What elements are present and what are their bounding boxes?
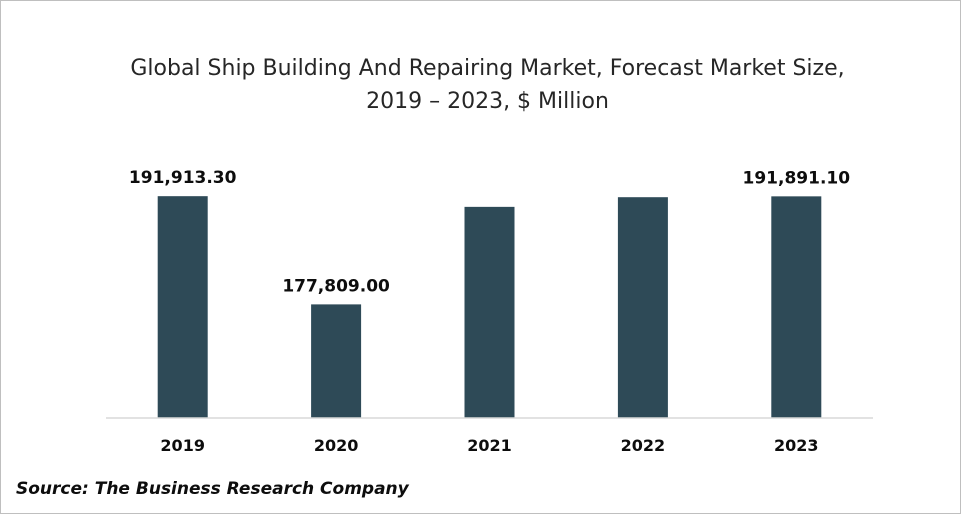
bar-2020 (311, 304, 362, 418)
data-label: 191,913.30 (129, 168, 237, 188)
data-label: 191,891.10 (743, 168, 851, 188)
x-tick-label: 2019 (160, 436, 205, 455)
bar-2019 (157, 196, 208, 418)
bar-2022 (617, 197, 668, 418)
x-tick-label: 2020 (314, 436, 359, 455)
chart-title: Global Ship Building And Repairing Marke… (130, 56, 845, 114)
bar-2023 (771, 196, 822, 418)
data-label: 177,809.00 (282, 276, 390, 296)
bar-2021 (464, 206, 515, 418)
x-tick-label: 2021 (467, 436, 512, 455)
x-tick-label: 2023 (774, 436, 819, 455)
x-tick-label: 2022 (621, 436, 666, 455)
labels-group: 2019 191,913.30 2020 177,809.00 2021 2022 2023… (129, 168, 850, 455)
bars-group (157, 196, 822, 418)
source-note: Source: The Business Research Company (16, 479, 409, 499)
